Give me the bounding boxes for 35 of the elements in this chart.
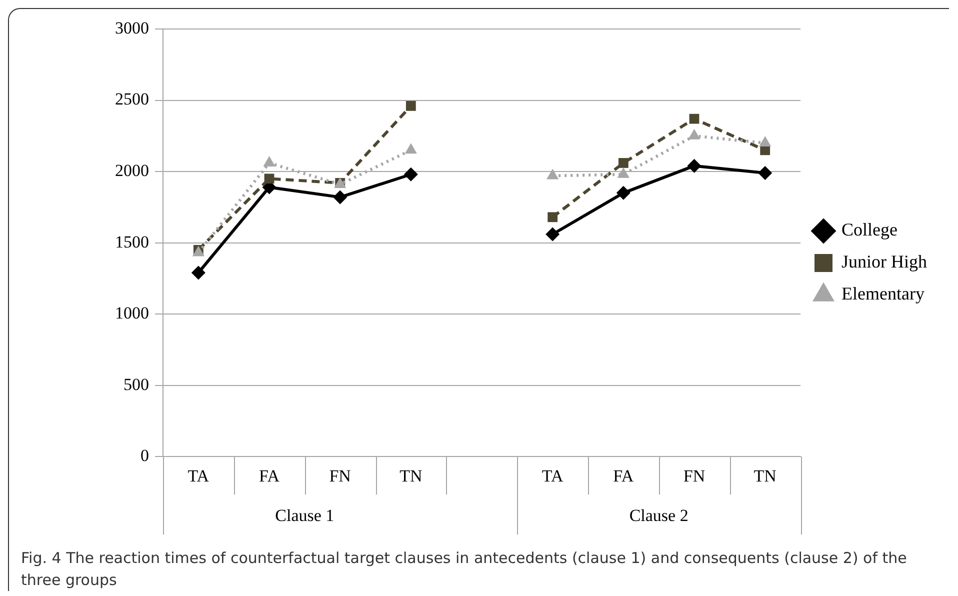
y-tick-label: 500 bbox=[124, 374, 149, 394]
point bbox=[404, 167, 418, 182]
y-tick-label: 2500 bbox=[115, 90, 149, 109]
point bbox=[406, 101, 416, 111]
point bbox=[689, 114, 700, 124]
point bbox=[264, 174, 274, 184]
legend-label: Junior High bbox=[842, 252, 927, 272]
y-tick-label: 1500 bbox=[115, 232, 149, 252]
point bbox=[333, 190, 348, 204]
x-tick-label: TN bbox=[400, 466, 422, 486]
y-tick-label: 0 bbox=[140, 446, 149, 466]
caption: Fig. 4 The reaction times of counterfactual target clauses in antecedents (clause 1) and consequents (clause 2) of the three groups bbox=[20, 548, 908, 591]
point bbox=[687, 158, 702, 173]
x-tick-label: FA bbox=[259, 466, 280, 486]
legend-label: Elementary bbox=[842, 284, 924, 304]
x-tick-label: TA bbox=[542, 466, 564, 486]
y-tick-label: 3000 bbox=[115, 18, 149, 38]
point bbox=[759, 136, 772, 147]
text: Clause 1 bbox=[275, 506, 334, 526]
x-tick-label: TA bbox=[188, 466, 210, 486]
point bbox=[548, 212, 558, 222]
x-tick-label: FN bbox=[683, 466, 706, 486]
y-tick-label: 1000 bbox=[115, 304, 149, 323]
x-tick-label: FN bbox=[329, 466, 351, 486]
point bbox=[616, 186, 630, 200]
x-tick-label: FA bbox=[613, 466, 634, 486]
point bbox=[546, 227, 560, 242]
x-tick-label: TN bbox=[754, 466, 776, 486]
point bbox=[758, 166, 772, 180]
text: Clause 2 bbox=[629, 506, 688, 526]
point bbox=[191, 266, 206, 280]
legend-label: College bbox=[842, 220, 898, 240]
y-tick-label: 2000 bbox=[115, 161, 149, 180]
point bbox=[404, 143, 417, 154]
point bbox=[618, 158, 628, 168]
